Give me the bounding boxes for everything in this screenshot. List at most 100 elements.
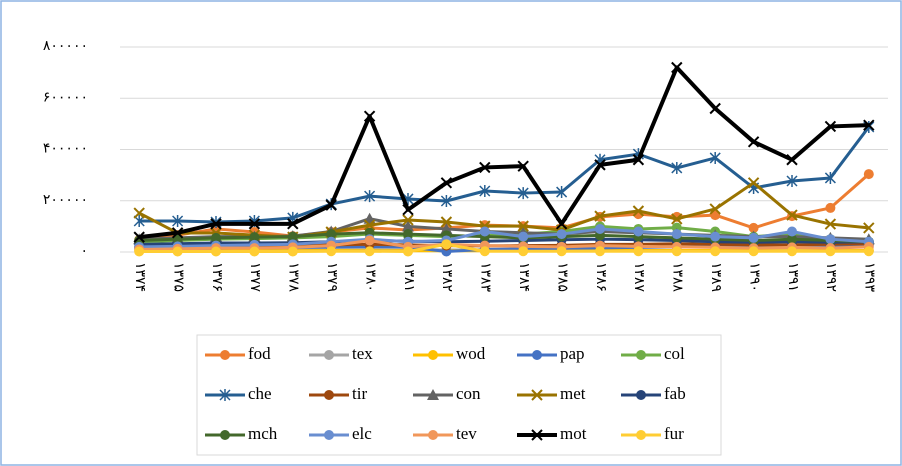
point <box>825 202 836 213</box>
point <box>556 246 567 257</box>
point <box>211 232 221 243</box>
point <box>171 227 184 239</box>
point <box>249 246 260 257</box>
point <box>440 177 453 189</box>
x-tick-label: ۱۳۷۴ <box>132 262 147 292</box>
x-tick-label: ۱۳۹۰ <box>746 262 761 292</box>
point <box>479 161 491 174</box>
y-tick-label: ۰ <box>80 244 88 259</box>
point <box>824 218 837 230</box>
point <box>594 159 606 171</box>
point <box>172 246 183 257</box>
point <box>709 203 721 215</box>
legend-marker <box>219 389 231 401</box>
point <box>709 151 721 164</box>
point <box>133 231 145 243</box>
legend-marker <box>531 389 543 401</box>
point <box>632 205 645 217</box>
point <box>863 169 874 180</box>
point <box>172 214 184 227</box>
point <box>633 226 644 237</box>
point <box>710 246 721 257</box>
point <box>748 222 759 233</box>
point <box>479 185 491 198</box>
x-tick-label: ۱۳۸۶ <box>593 262 608 292</box>
point <box>326 246 337 257</box>
series-line <box>139 126 870 224</box>
legend-label: fod <box>248 344 271 363</box>
point <box>364 235 375 246</box>
point <box>287 218 299 230</box>
x-tick-label: ۱۳۷۹ <box>324 262 339 292</box>
point <box>786 209 798 221</box>
legend-label: tir <box>352 384 367 403</box>
legend-label: elc <box>352 424 372 443</box>
series-line <box>139 227 869 249</box>
legend-marker <box>531 429 543 441</box>
legend-marker <box>324 350 334 360</box>
point <box>633 246 644 257</box>
x-tick-label: ۱۳۷۸ <box>286 262 301 293</box>
point <box>556 186 568 199</box>
legend-label: che <box>248 384 272 403</box>
legend-marker <box>428 430 438 440</box>
point <box>632 154 645 166</box>
point <box>248 218 261 230</box>
point <box>440 195 452 208</box>
legend-marker <box>636 350 646 360</box>
point <box>595 223 605 234</box>
point <box>787 246 797 257</box>
point <box>786 175 798 188</box>
point <box>518 246 529 257</box>
legend-marker <box>220 350 230 360</box>
legend-label: fur <box>664 424 684 443</box>
point <box>824 171 836 184</box>
point <box>748 232 759 243</box>
x-tick-label: ۱۳۸۹ <box>708 262 723 292</box>
point <box>863 246 874 257</box>
point <box>671 61 683 74</box>
point <box>671 161 683 174</box>
legend-label: tev <box>456 424 477 443</box>
y-tick-label: ۲۰۰۰۰۰ <box>43 193 88 208</box>
legend-label: tex <box>352 344 373 363</box>
point <box>787 234 797 245</box>
point <box>363 110 376 122</box>
point <box>517 187 529 200</box>
y-tick-label: ۶۰۰۰۰۰ <box>43 90 88 105</box>
legend-marker <box>532 350 542 360</box>
point <box>710 231 721 242</box>
x-tick-label: ۱۳۸۲ <box>439 262 454 292</box>
point <box>287 246 298 257</box>
point <box>325 199 337 211</box>
point <box>210 218 222 230</box>
point <box>825 246 836 257</box>
series-line <box>138 181 869 239</box>
point <box>287 231 298 242</box>
point <box>517 220 529 232</box>
point <box>440 216 453 228</box>
point <box>824 120 837 133</box>
x-tick-label: ۱۳۸۵ <box>554 262 569 292</box>
series-line <box>139 237 869 246</box>
x-tick-label: ۱۳۹۳ <box>862 262 877 293</box>
x-tick-label: ۱۳۹۲ <box>823 262 838 292</box>
x-tick-label: ۱۳۸۷ <box>631 262 646 293</box>
point <box>786 154 798 166</box>
point <box>402 214 414 226</box>
point <box>747 136 760 148</box>
legend-marker <box>636 430 646 440</box>
point <box>441 239 452 250</box>
point <box>748 246 759 257</box>
legend-label: pap <box>560 344 585 363</box>
point <box>363 219 376 231</box>
legend-marker <box>220 430 230 440</box>
point <box>709 102 721 115</box>
legend: fod tex wod pap col che tir con met fab mch elc tev m… <box>205 344 686 443</box>
point <box>364 246 375 257</box>
point <box>595 246 605 257</box>
legend-label: con <box>456 384 481 403</box>
point <box>555 218 568 230</box>
x-tick-label: ۱۳۸۱ <box>401 262 416 292</box>
